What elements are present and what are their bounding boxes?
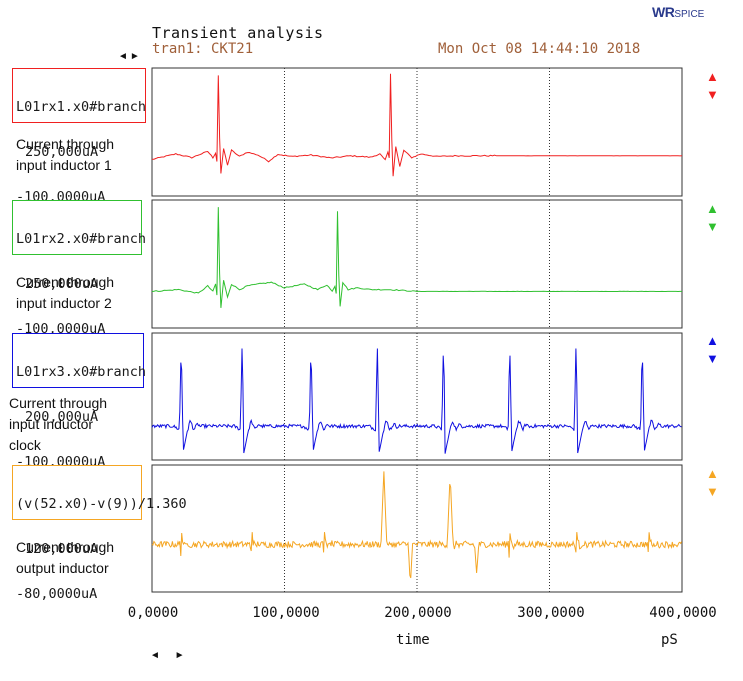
x-axis-label: time: [396, 632, 430, 648]
caption-3-line-3: clock: [9, 437, 41, 453]
caption-1-line-2: input inductor 1: [16, 157, 112, 173]
wrspice-logo: WRSPICE: [652, 4, 704, 20]
panel-2-scroll-down-icon[interactable]: ▼: [706, 219, 719, 234]
legend-1-name: L01rx1.x0#branch: [16, 99, 147, 115]
legend-3-name: L01rx3.x0#branch: [16, 364, 147, 380]
legend-4-ymax: 120,000uA: [25, 541, 99, 557]
panel-4-scroll-down-icon[interactable]: ▼: [706, 484, 719, 499]
legend-2-ymin: -100,0000uA: [16, 321, 106, 337]
panel-2-trace: [151, 207, 682, 308]
caption-4-line-2: output inductor: [16, 560, 109, 576]
x-tick-label: 100,0000: [252, 605, 320, 621]
caption-1-line-1: Current through: [16, 136, 115, 152]
caption-2-line-2: input inductor 2: [16, 295, 112, 311]
x-tick-label: 400,0000: [649, 605, 717, 621]
x-tick-label: 0,0000: [127, 605, 179, 621]
panel-1-trace: [151, 73, 683, 177]
caption-panel-4: Current through output inductor: [16, 537, 114, 579]
top-scroll-arrows[interactable]: ◄►: [118, 51, 142, 62]
panel-3-trace: [151, 348, 682, 454]
legend-3-ymax: 200,000uA: [25, 409, 99, 425]
x-tick-label: 200,0000: [384, 605, 452, 621]
caption-panel-2: Current through input inductor 2: [16, 272, 114, 314]
analysis-date: Mon Oct 08 14:44:10 2018: [438, 41, 641, 57]
panel-1-scroll-up-icon[interactable]: ▲: [706, 69, 719, 84]
legend-4-ymin: -80,0000uA: [16, 586, 98, 602]
panel-2-scroll-up-icon[interactable]: ▲: [706, 201, 719, 216]
bottom-scroll-arrows[interactable]: ◄ ►: [150, 650, 191, 661]
legend-2-ymax: 250,000uA: [25, 276, 99, 292]
legend-1-ymax: 250,000uA: [25, 144, 99, 160]
caption-3-line-2: input inductor: [9, 416, 94, 432]
chart-title: Transient analysis: [152, 24, 324, 42]
legend-panel-3: L01rx3.x0#branch 200,000uA -100,0000uA: [12, 333, 147, 470]
panel-3-scroll-up-icon[interactable]: ▲: [706, 333, 719, 348]
panel-3-scroll-down-icon[interactable]: ▼: [706, 351, 719, 366]
legend-4-name: (v(52.x0)-v(9))/1.360: [16, 496, 187, 512]
legend-2-name: L01rx2.x0#branch: [16, 231, 147, 247]
caption-panel-3: Current through input inductor clock: [9, 393, 107, 456]
logo-small-text: SPICE: [674, 9, 705, 20]
panel-4-trace: [151, 471, 683, 579]
caption-2-line-1: Current through: [16, 274, 115, 290]
x-axis-unit: pS: [661, 632, 678, 648]
analysis-subtitle: tran1: CKT21: [152, 41, 254, 57]
legend-panel-2: L01rx2.x0#branch 250,000uA -100,0000uA: [12, 200, 147, 337]
logo-main-text: WR: [652, 4, 675, 20]
x-tick-label: 300,0000: [517, 605, 585, 621]
caption-3-line-1: Current through: [9, 395, 108, 411]
panel-1-scroll-down-icon[interactable]: ▼: [706, 87, 719, 102]
caption-panel-1: Current through input inductor 1: [16, 134, 114, 176]
legend-panel-4: (v(52.x0)-v(9))/1.360 120,000uA -80,0000…: [12, 465, 187, 602]
panel-4-scroll-up-icon[interactable]: ▲: [706, 466, 719, 481]
caption-4-line-1: Current through: [16, 539, 115, 555]
legend-panel-1: L01rx1.x0#branch 250,000uA -100,0000uA: [12, 68, 147, 205]
